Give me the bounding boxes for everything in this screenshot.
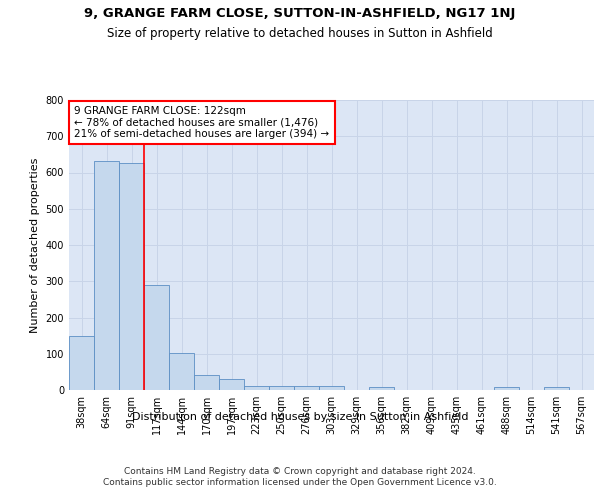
Bar [194,375,219,390]
Text: Size of property relative to detached houses in Sutton in Ashfield: Size of property relative to detached ho… [107,28,493,40]
Bar [269,386,294,390]
Text: 9 GRANGE FARM CLOSE: 122sqm
← 78% of detached houses are smaller (1,476)
21% of : 9 GRANGE FARM CLOSE: 122sqm ← 78% of det… [74,106,329,139]
Bar [294,386,319,390]
Text: Contains HM Land Registry data © Crown copyright and database right 2024.
Contai: Contains HM Land Registry data © Crown c… [103,468,497,487]
Bar [319,386,344,390]
Bar [119,164,144,390]
Bar [144,285,169,390]
Bar [544,387,569,390]
Text: 9, GRANGE FARM CLOSE, SUTTON-IN-ASHFIELD, NG17 1NJ: 9, GRANGE FARM CLOSE, SUTTON-IN-ASHFIELD… [85,8,515,20]
Bar [369,387,394,390]
Bar [169,354,194,390]
Bar [69,336,94,390]
Bar [219,380,244,390]
Bar [494,387,519,390]
Y-axis label: Number of detached properties: Number of detached properties [30,158,40,332]
Text: Distribution of detached houses by size in Sutton in Ashfield: Distribution of detached houses by size … [132,412,468,422]
Bar [244,386,269,390]
Bar [94,161,119,390]
